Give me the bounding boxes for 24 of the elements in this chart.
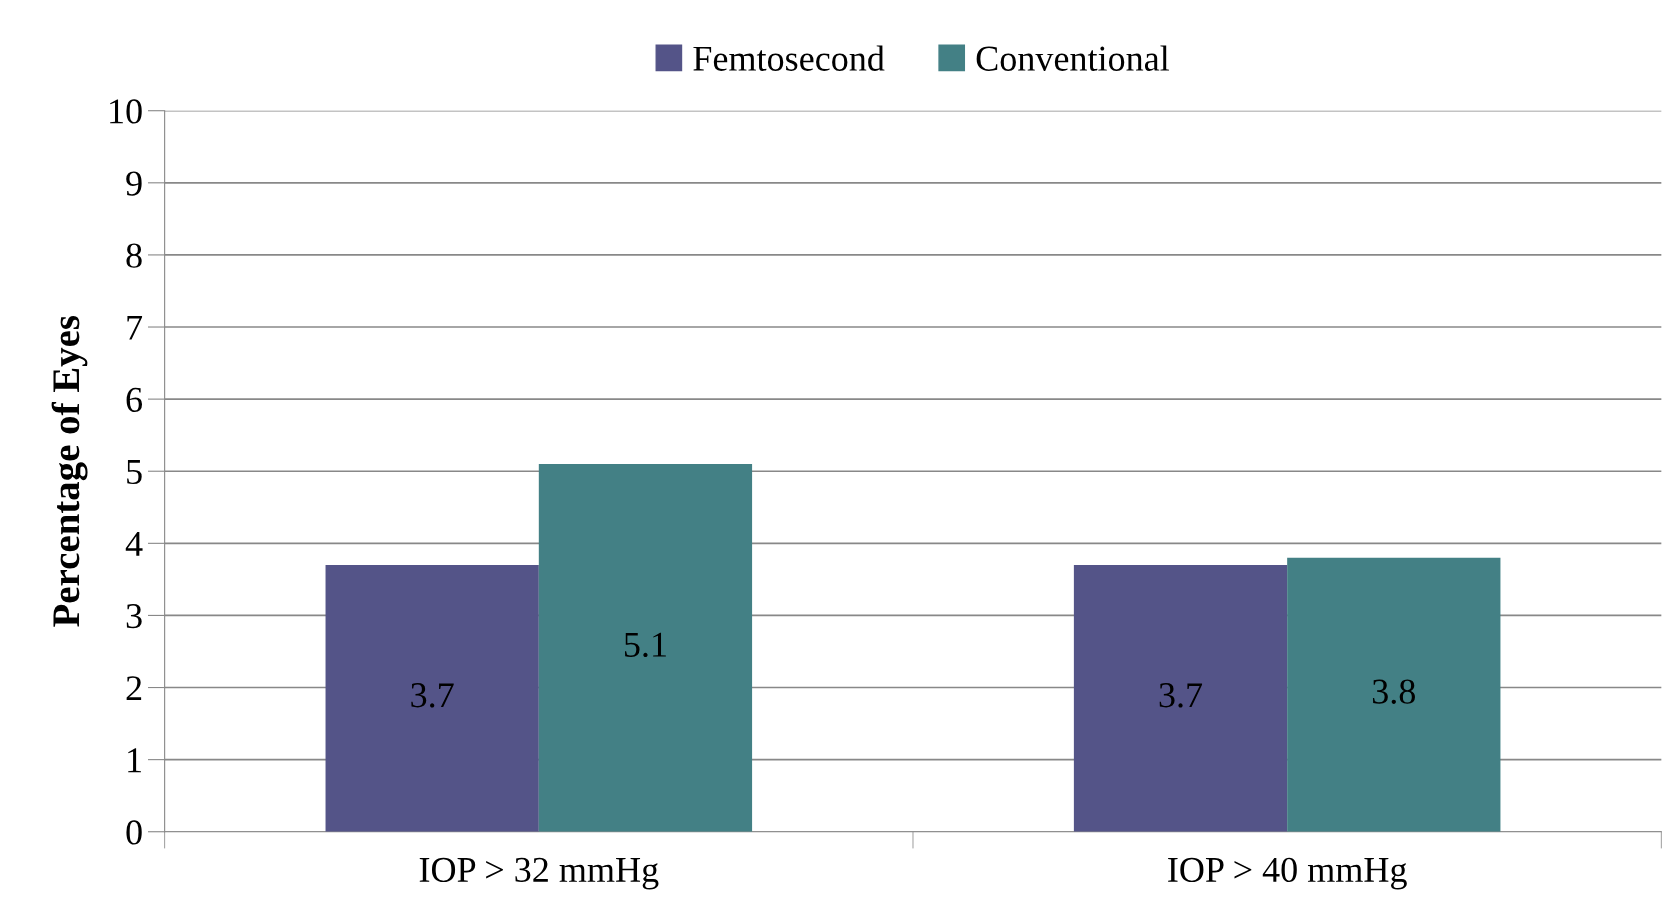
- bar: [1287, 557, 1501, 832]
- data-label: 3.7: [1159, 683, 1203, 708]
- y-tick-label: 2: [126, 676, 142, 701]
- data-label: 5.1: [624, 632, 666, 658]
- x-tick-label: IOP > 32 mmHg: [419, 857, 659, 890]
- y-tick-label: 8: [126, 243, 142, 268]
- data-label: 3.7: [411, 683, 454, 708]
- y-axis-title: Percentage of Eyes: [51, 315, 88, 627]
- bar: [1073, 564, 1288, 832]
- y-tick-label: 5: [127, 460, 142, 485]
- y-tick-label: 3: [126, 604, 142, 629]
- legend-label: Femtosecond: [693, 45, 885, 71]
- bar: [538, 464, 753, 832]
- y-tick-label: 6: [126, 387, 143, 413]
- y-tick-label: 0: [126, 820, 142, 845]
- y-tick-label: 10: [110, 99, 142, 124]
- bar: [325, 564, 539, 832]
- x-tick-label: IOP > 40 mmHg: [1168, 857, 1407, 890]
- y-tick-label: 1: [128, 748, 141, 773]
- y-tick-label: 7: [127, 315, 143, 340]
- y-tick-label: 4: [125, 532, 143, 556]
- legend-label: Conventional: [976, 45, 1170, 71]
- data-label: 3.8: [1372, 679, 1415, 704]
- y-tick-label: 9: [126, 171, 142, 196]
